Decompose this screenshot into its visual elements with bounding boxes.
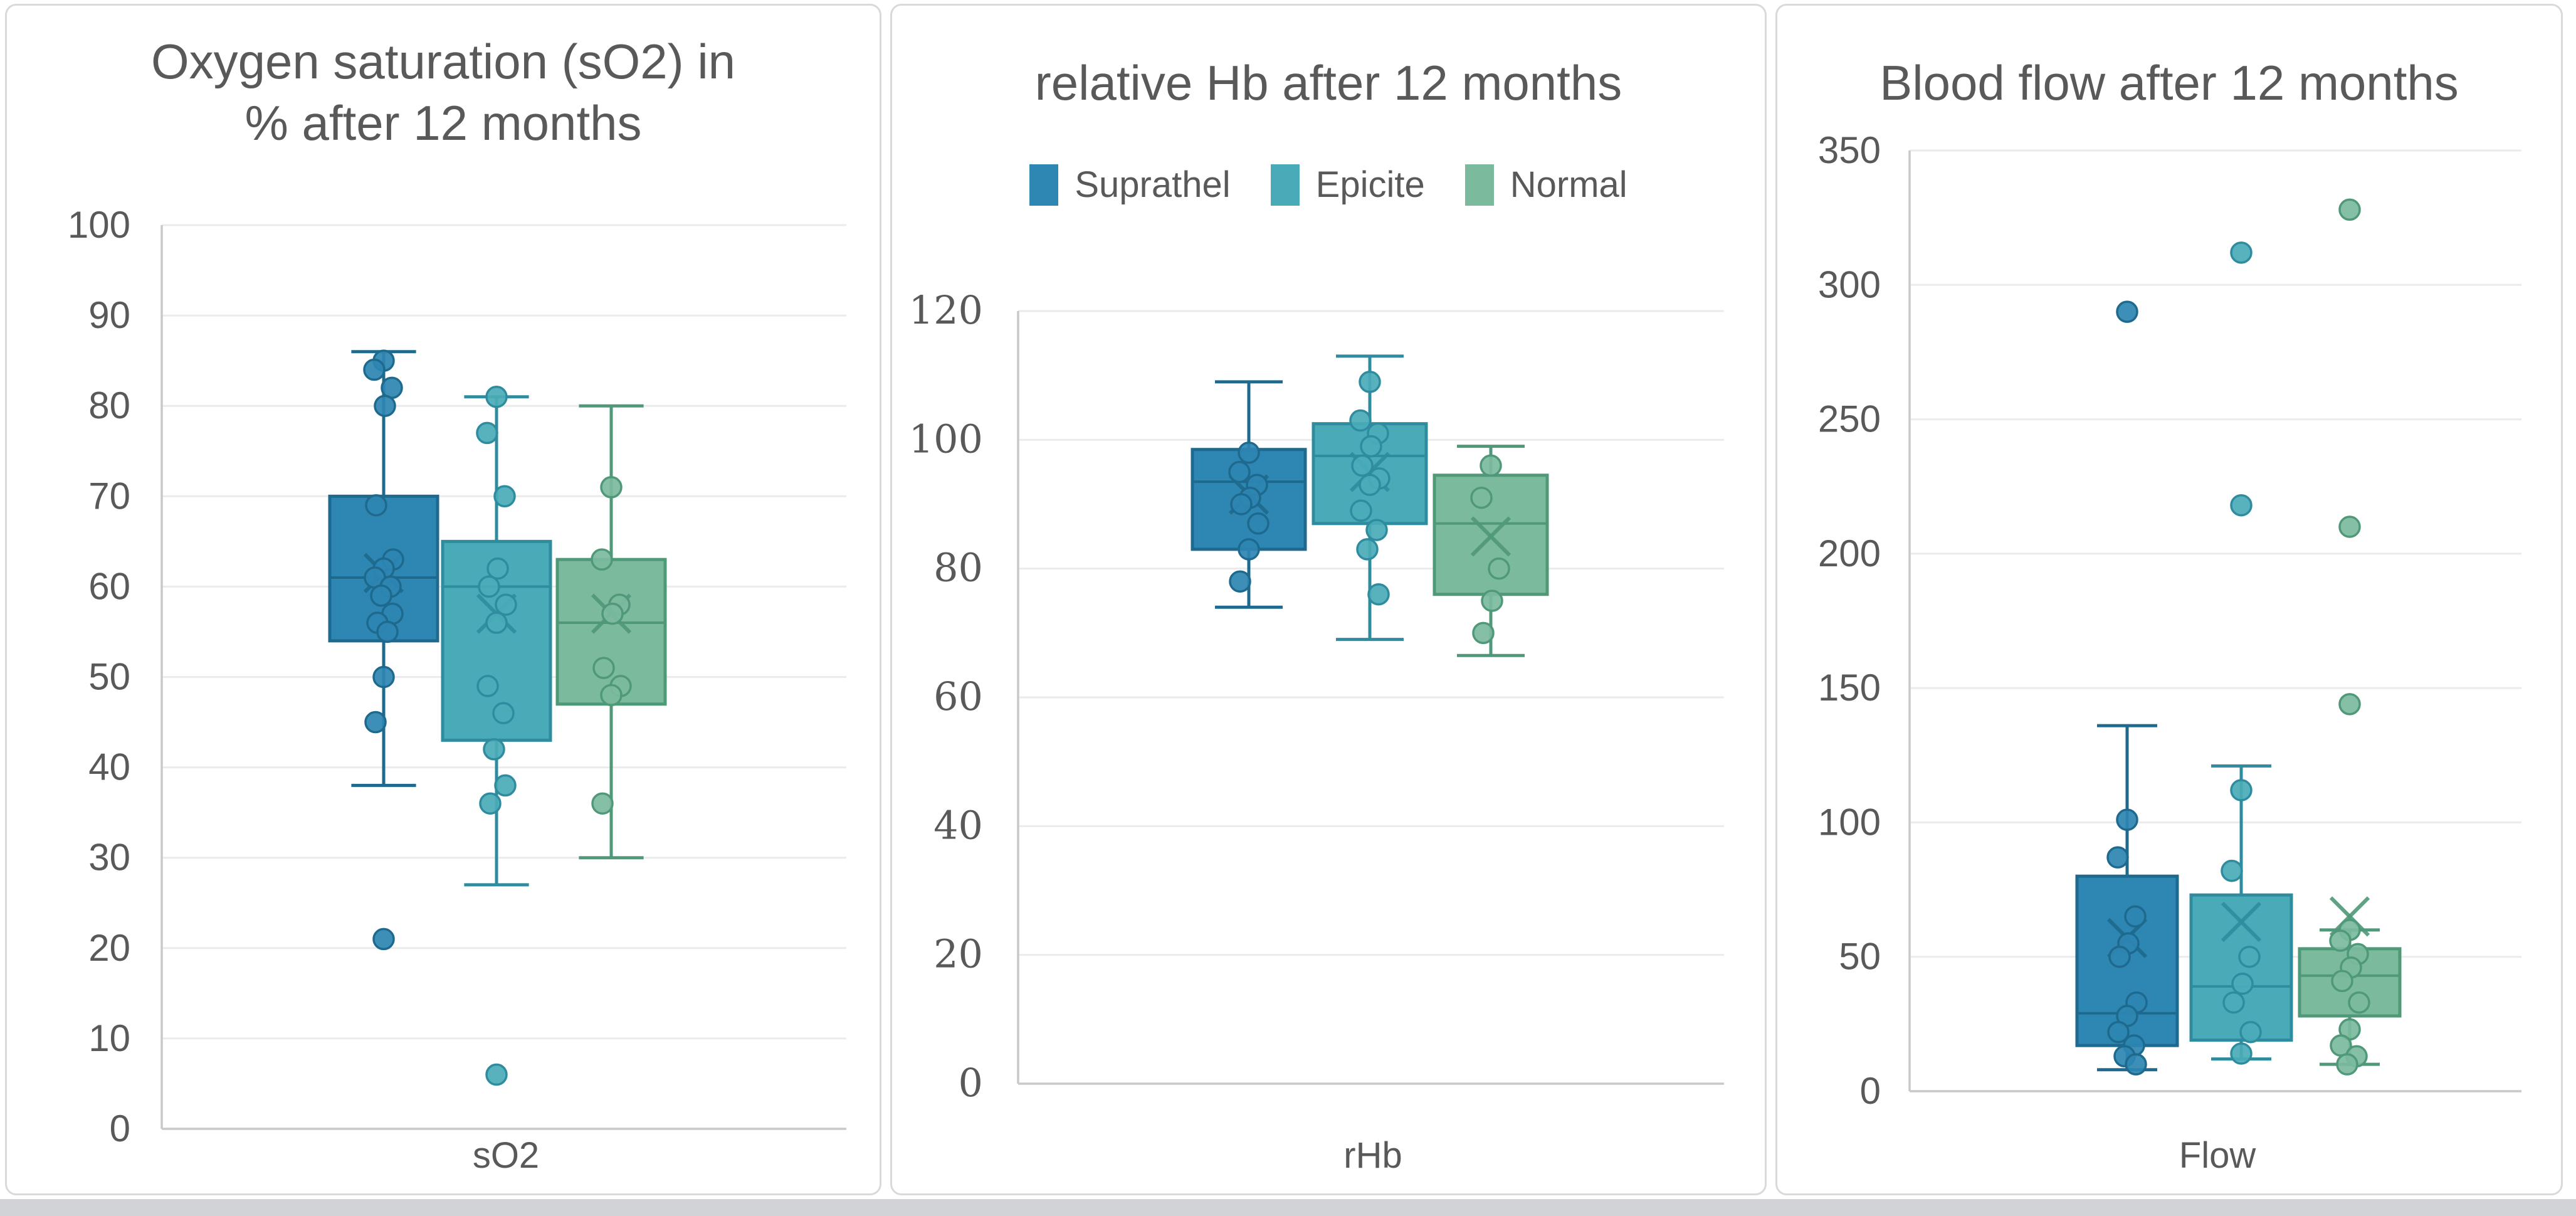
chart-panel-so2: Oxygen saturation (sO2) in % after 12 mo… bbox=[5, 4, 881, 1195]
legend-label-epicite: Epicite bbox=[1315, 164, 1425, 205]
x-axis-label-rhb: rHb bbox=[1343, 1135, 1402, 1176]
window-background-strip bbox=[0, 1199, 2576, 1216]
x-axis-label-so2: sO2 bbox=[472, 1135, 540, 1176]
legend-item-suprathel: Suprathel bbox=[1029, 164, 1231, 206]
legend-swatch-normal bbox=[1464, 164, 1494, 206]
legend-item-epicite: Epicite bbox=[1270, 164, 1425, 206]
legend-label-normal: Normal bbox=[1510, 164, 1627, 205]
x-axis-label-flow: Flow bbox=[2179, 1135, 2256, 1176]
legend-item-normal: Normal bbox=[1464, 164, 1627, 206]
legend: Suprathel Epicite Normal bbox=[892, 164, 1765, 206]
legend-label-suprathel: Suprathel bbox=[1075, 164, 1231, 205]
chart-title-so2: Oxygen saturation (sO2) in % after 12 mo… bbox=[7, 31, 880, 154]
chart-title-flow: Blood flow after 12 months bbox=[1777, 52, 2561, 114]
chart-title-so2-line1: Oxygen saturation (sO2) in bbox=[150, 34, 736, 89]
chart-panel-rhb: relative Hb after 12 months Suprathel Ep… bbox=[890, 4, 1767, 1195]
chart-title-so2-line2: % after 12 months bbox=[244, 95, 642, 151]
legend-swatch-suprathel bbox=[1029, 164, 1059, 206]
chart-title-rhb-line1: relative Hb after 12 months bbox=[1034, 55, 1622, 110]
chart-title-rhb: relative Hb after 12 months bbox=[892, 52, 1765, 114]
legend-swatch-epicite bbox=[1270, 164, 1300, 206]
chart-title-flow-line1: Blood flow after 12 months bbox=[1879, 55, 2459, 110]
chart-panel-flow: Blood flow after 12 months Flow bbox=[1775, 4, 2563, 1195]
